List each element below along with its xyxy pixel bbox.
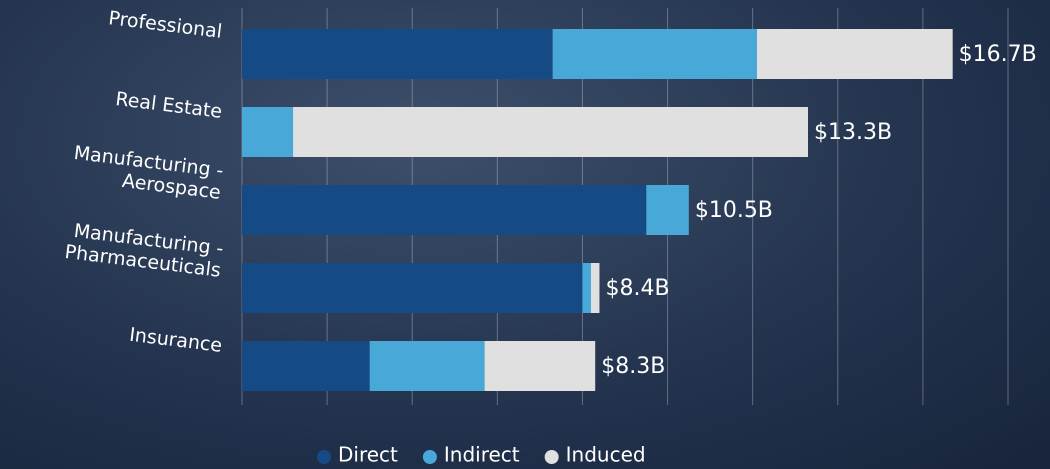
bar-segment: [370, 341, 485, 391]
legend-label: Indirect: [444, 443, 520, 467]
value-label: $13.3B: [814, 120, 892, 145]
bar-segment: [242, 185, 646, 235]
bar-segment: [591, 263, 600, 313]
value-label: $16.7B: [959, 42, 1037, 67]
value-label: $8.4B: [605, 276, 669, 301]
bar-segment: [646, 185, 689, 235]
value-label: $10.5B: [695, 198, 773, 223]
bar-segment: [242, 29, 553, 79]
legend-marker: [317, 450, 331, 464]
bar-segment: [485, 341, 596, 391]
bar-segment: [293, 107, 808, 157]
bar-segment: [553, 29, 757, 79]
legend-marker: [423, 450, 437, 464]
value-label: $8.3B: [601, 354, 665, 379]
bar-segment: [242, 263, 582, 313]
bar-segment: [582, 263, 591, 313]
bar-segment: [757, 29, 953, 79]
bar-segment: [242, 107, 293, 157]
bar-segment: [242, 341, 370, 391]
chart: $16.7B $13.3B $10.5B $8.4B $8.3B Direct Indire…: [0, 0, 1050, 469]
legend-marker: [545, 450, 559, 464]
legend-label: Induced: [566, 443, 646, 467]
legend-label: Direct: [338, 443, 398, 467]
